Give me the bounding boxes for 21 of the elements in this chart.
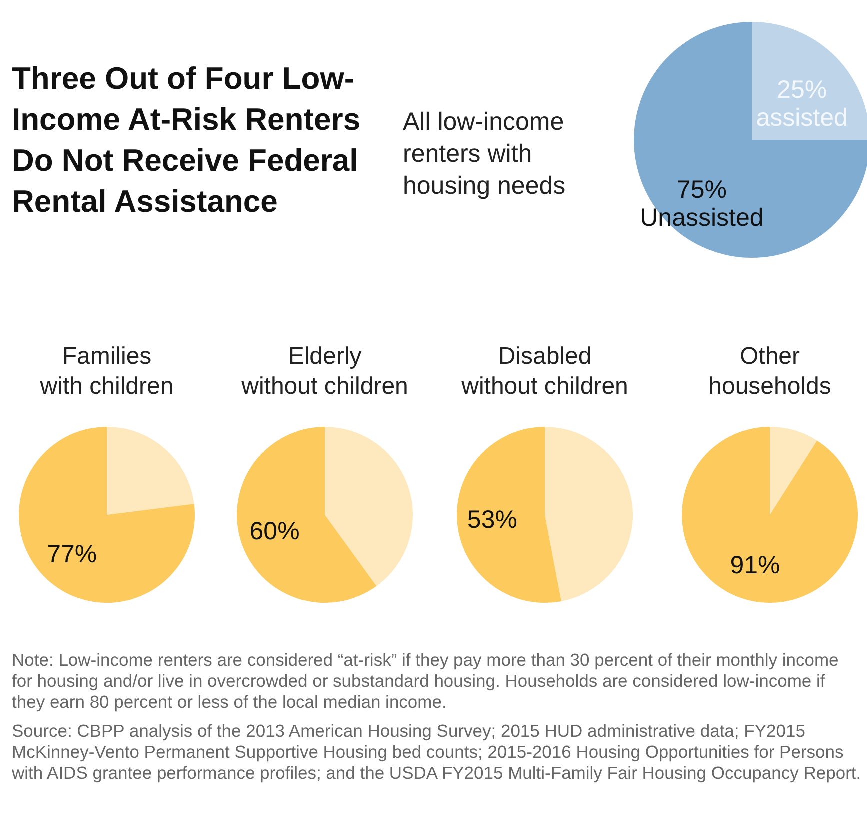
text: All low-income renters with housing needs — [403, 107, 567, 202]
data-label: 60% — [250, 517, 300, 546]
chart-title: Families with children — [39, 343, 174, 400]
data-label: 91% — [730, 552, 780, 580]
pie-slice — [457, 427, 562, 603]
pie-slice — [682, 427, 858, 603]
pie-slice — [325, 427, 413, 586]
chart-title: Elderly without children — [240, 343, 408, 400]
pie-slice — [545, 427, 633, 602]
source-note: Source: CBPP analysis of the 2013 American Housing Survey; 2015 HUD administrative data; FY2015 McKinney-Vento Permanent Supportive Housing bed counts; 2015-2016 Housing Opportunities for Persons with AIDS grantee performance profiles; and the USDA FY2015 Multi-Family Fair Housing Occupancy Report. — [12, 721, 862, 784]
chart-title: Other households — [708, 343, 832, 400]
text: Three Out of Four Low-Income At-Risk Renters Do Not Receive Federal Rental Assistance — [12, 60, 362, 221]
pie-slice — [19, 427, 195, 603]
pie-slice — [107, 427, 194, 515]
text: Note: Low-income renters are considered “at-risk” if they pay more than 30 percent of their monthly income for housing and/or live in overcrowded or substandard housing. Households are considered low-income if they earn 80 percent or less of the local median income. — [12, 650, 840, 713]
pie-slice — [237, 427, 377, 603]
chart-title: Disabled without children — [460, 343, 628, 400]
data-label: 53% — [467, 506, 518, 534]
data-label: 75% — [676, 176, 727, 204]
data-label: 77% — [47, 540, 98, 569]
pie-slice — [770, 427, 818, 515]
